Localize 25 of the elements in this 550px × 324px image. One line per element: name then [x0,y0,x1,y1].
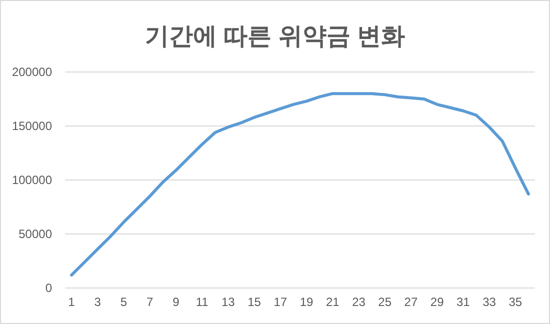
x-tick-label: 23 [352,295,366,309]
x-tick-label: 11 [196,295,209,309]
y-tick-label: 100000 [12,173,52,187]
x-tick-label: 19 [300,295,314,309]
chart-title: 기간에 따른 위약금 변화 [144,23,406,50]
x-tick-label: 35 [508,295,522,309]
x-tick-label: 25 [378,295,392,309]
x-tick-label: 1 [68,295,76,309]
x-tick-label: 31 [456,295,470,309]
x-tick-label: 7 [146,295,154,309]
x-tick-label: 13 [222,295,236,309]
y-tick-label: 150000 [12,119,52,133]
x-tick-label: 3 [94,295,102,309]
x-tick-label: 15 [248,295,262,309]
x-tick-label: 21 [326,295,340,309]
y-tick-label: 0 [45,281,52,295]
x-tick-label: 17 [274,295,288,309]
x-tick-label: 29 [430,295,444,309]
line-series [70,92,530,277]
x-tick-label: 33 [482,295,496,309]
x-tick-label: 9 [172,295,180,309]
y-tick-label: 200000 [12,65,52,79]
x-tick-label: 27 [404,295,418,309]
y-tick-label: 50000 [18,227,52,241]
x-tick-label: 5 [120,295,128,309]
